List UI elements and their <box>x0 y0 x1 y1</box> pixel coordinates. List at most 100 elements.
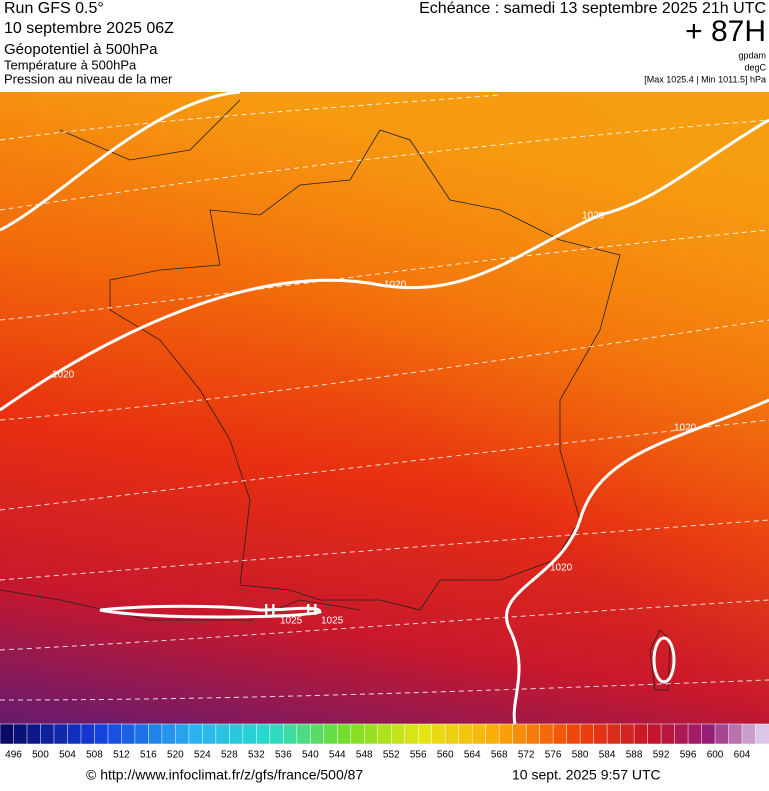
colorbar-swatch <box>458 723 473 745</box>
colorbar-label: 504 <box>59 750 76 761</box>
colorbar-label: 556 <box>410 750 427 761</box>
layer: Pression au niveau de la mer <box>4 71 173 86</box>
colorbar-swatch <box>161 723 177 745</box>
colorbar-swatch <box>350 723 366 745</box>
colorbar-label: 508 <box>86 750 103 761</box>
colorbar-swatch <box>620 723 635 745</box>
unit: degC <box>744 62 766 72</box>
colorbar-swatch <box>229 723 244 745</box>
colorbar-swatch <box>67 723 82 745</box>
colorbar-swatch <box>134 723 150 745</box>
colorbar-swatch <box>269 723 285 745</box>
colorbar-swatch <box>417 723 433 745</box>
map: 1020 1020 1020 1020 1020 1025 1025 H H <box>0 92 769 724</box>
echeance: Echéance : samedi 13 septembre 2025 21h … <box>419 0 766 17</box>
colorbar-swatch <box>647 723 662 745</box>
colorbar-label: 596 <box>680 750 697 761</box>
colorbar-label: 520 <box>167 750 184 761</box>
colorbar-swatch <box>148 723 163 745</box>
colorbar-swatch <box>121 723 136 745</box>
colorbar-swatch <box>94 723 109 745</box>
colorbar-label: 536 <box>275 750 292 761</box>
isobar-label: 1020 <box>582 211 605 222</box>
colorbar-swatch <box>26 723 42 745</box>
isobar-label: 1020 <box>674 423 697 434</box>
colorbar-swatch <box>660 723 676 745</box>
colorbar-label: 564 <box>464 750 481 761</box>
colorbar-swatch <box>323 723 339 745</box>
coastline <box>0 589 361 621</box>
colorbar-swatch <box>80 723 96 745</box>
colorbar-swatch <box>40 723 55 745</box>
colorbar-swatch <box>701 723 716 745</box>
colorbar-swatch <box>566 723 581 745</box>
map-overlay <box>0 92 769 724</box>
colorbar-label: 496 <box>5 750 22 761</box>
colorbar-label: 552 <box>383 750 400 761</box>
colorbar-swatch <box>283 723 298 745</box>
colorbar-label: 604 <box>734 750 751 761</box>
colorbar-swatch <box>471 723 487 745</box>
colorbar-swatch <box>431 723 446 745</box>
colorbar-swatch <box>755 723 769 745</box>
colorbar-label: 588 <box>626 750 643 761</box>
unit: gpdam <box>738 50 766 60</box>
isobar-label: 1025 <box>321 616 344 627</box>
isobar-label: 1020 <box>384 280 407 291</box>
colorbar-label: 532 <box>248 750 265 761</box>
colorbar-swatch <box>215 723 231 745</box>
colorbar-swatch <box>579 723 595 745</box>
colorbar-swatch <box>390 723 406 745</box>
colorbar-label: 600 <box>707 750 724 761</box>
colorbar-label: 580 <box>572 750 589 761</box>
colorbar-swatch <box>310 723 325 745</box>
colorbar-swatch <box>296 723 312 745</box>
colorbar-swatch <box>404 723 419 745</box>
high-marker: H <box>306 602 318 619</box>
isobar-label: 1020 <box>52 370 75 381</box>
colorbar-swatch <box>337 723 352 745</box>
colorbar-swatch <box>512 723 527 745</box>
layer: Géopotentiel à 500hPa <box>4 41 158 58</box>
colorbar-swatch <box>256 723 271 745</box>
colorbar-label: 560 <box>437 750 454 761</box>
colorbar-label: 524 <box>194 750 211 761</box>
colorbar-swatch <box>202 723 217 745</box>
high-marker: H <box>264 602 276 619</box>
colorbar-label: 572 <box>518 750 535 761</box>
colorbar-swatch <box>674 723 689 745</box>
layer: Température à 500hPa <box>4 57 137 72</box>
colorbar-label: 516 <box>140 750 157 761</box>
colorbar-swatch <box>633 723 649 745</box>
colorbar-swatch <box>242 723 258 745</box>
colorbar-swatch <box>175 723 190 745</box>
isobar-label: 1020 <box>550 563 573 574</box>
colorbar-label: 528 <box>221 750 238 761</box>
colorbar-swatch <box>728 723 743 745</box>
run: Run GFS 0.5° <box>4 0 104 17</box>
pressure-range: [Max 1025.4 | Min 1011.5] hPa <box>644 74 766 84</box>
colorbar: 496 500 504 508 512 516 520 524 528 532 536 540 544 5… <box>0 723 769 761</box>
colorbar-swatch <box>525 723 541 745</box>
colorbar-swatch <box>539 723 554 745</box>
colorbar-swatch <box>107 723 123 745</box>
colorbar-swatch <box>444 723 460 745</box>
colorbar-label: 584 <box>599 750 616 761</box>
colorbar-label: 544 <box>329 750 346 761</box>
colorbar-label: 576 <box>545 750 562 761</box>
lead-time: + 87H <box>685 15 766 48</box>
run-date: 10 septembre 2025 06Z <box>4 20 174 37</box>
colorbar-swatch <box>498 723 514 745</box>
colorbar-label: 512 <box>113 750 130 761</box>
isobar-label: 1025 <box>280 616 303 627</box>
colorbar-swatch <box>687 723 703 745</box>
colorbar-swatch <box>377 723 392 745</box>
colorbar-swatch <box>13 723 28 745</box>
coastline <box>59 99 241 161</box>
colorbar-label: 500 <box>32 750 49 761</box>
colorbar-swatch <box>53 723 69 745</box>
colorbar-swatch <box>552 723 568 745</box>
timestamp: 10 sept. 2025 9:57 UTC <box>512 767 661 783</box>
colorbar-label: 592 <box>653 750 670 761</box>
